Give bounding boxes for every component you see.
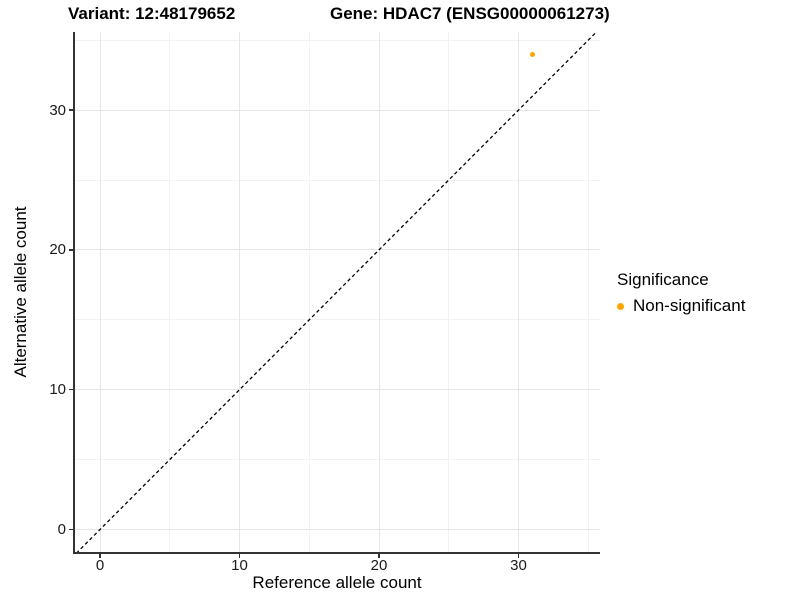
gridline-minor-vertical [308, 32, 310, 552]
plot-panel [75, 32, 600, 552]
y-tick-label: 20 [49, 241, 66, 259]
x-tick-mark [378, 553, 380, 558]
gridline-major-horizontal [75, 249, 600, 251]
y-tick-label: 0 [57, 521, 66, 538]
gridline-major-horizontal [75, 109, 600, 111]
y-axis-line [73, 32, 75, 554]
legend-title: Significance [617, 270, 709, 289]
x-tick-label: 0 [95, 557, 105, 574]
y-tick-mark [69, 388, 74, 391]
gridline-major-horizontal [75, 389, 600, 391]
y-tick-label: 10 [49, 381, 66, 399]
y-tick-mark [69, 109, 74, 111]
legend-entries: Non-significant [617, 296, 745, 316]
gridline-minor-horizontal [75, 319, 600, 321]
x-tick-mark [238, 553, 241, 558]
x-axis-title: Reference allele count [252, 573, 422, 592]
gridline-minor-vertical [587, 32, 589, 552]
x-tick-label: 20 [370, 557, 388, 574]
plot-title-variant: Variant: 12:48179652 [68, 4, 236, 23]
x-tick-mark [99, 553, 101, 558]
legend-entry-label: Non-significant [633, 296, 746, 315]
gridline-major-vertical [518, 32, 519, 552]
gridline-major-vertical [378, 32, 380, 552]
y-tick-label: 30 [49, 101, 66, 119]
gridline-minor-vertical [448, 32, 450, 552]
x-tick-mark [517, 553, 520, 558]
gridline-major-horizontal [75, 529, 600, 530]
legend-entry: Non-significant [617, 296, 745, 316]
y-tick-mark [69, 528, 74, 531]
y-axis-title: Alternative allele count [11, 206, 30, 378]
x-tick-label: 30 [510, 557, 527, 574]
gridline-major-vertical [239, 32, 240, 552]
gridline-minor-vertical [169, 32, 171, 552]
gridline-major-vertical [99, 32, 101, 552]
x-axis-line [73, 552, 601, 554]
gridline-minor-horizontal [75, 39, 600, 41]
legend: Significance Non-significant [617, 270, 745, 316]
gridline-minor-horizontal [75, 179, 600, 181]
x-tick-label: 10 [231, 557, 248, 574]
identity-dashed-line [76, 32, 598, 552]
legend-point-icon [617, 302, 624, 310]
gridline-minor-horizontal [75, 459, 600, 461]
plot-title-gene: Gene: HDAC7 (ENSG00000061273) [330, 4, 610, 23]
y-tick-mark [69, 249, 74, 251]
data-point [529, 51, 535, 57]
